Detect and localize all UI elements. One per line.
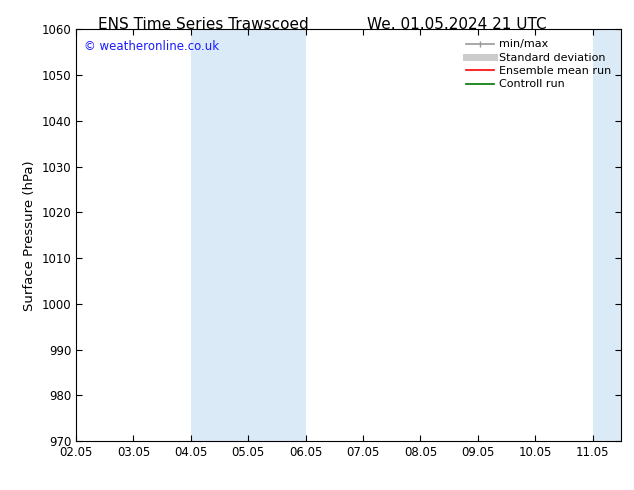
Text: © weatheronline.co.uk: © weatheronline.co.uk xyxy=(84,40,219,53)
Y-axis label: Surface Pressure (hPa): Surface Pressure (hPa) xyxy=(23,160,36,311)
Bar xyxy=(191,29,306,441)
Text: We. 01.05.2024 21 UTC: We. 01.05.2024 21 UTC xyxy=(366,17,547,32)
Text: ENS Time Series Trawscoed: ENS Time Series Trawscoed xyxy=(98,17,308,32)
Bar xyxy=(593,29,621,441)
Legend: min/max, Standard deviation, Ensemble mean run, Controll run: min/max, Standard deviation, Ensemble me… xyxy=(462,35,616,94)
